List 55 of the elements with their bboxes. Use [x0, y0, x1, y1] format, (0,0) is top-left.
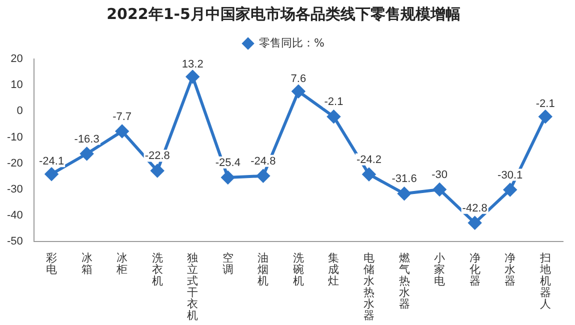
x-tick-label: 空调	[222, 251, 234, 276]
data-label: -24.2	[356, 154, 382, 166]
point	[433, 183, 446, 196]
x-tick-label: 洗碗机	[292, 251, 304, 288]
point	[292, 84, 305, 98]
y-tick-label: -20	[6, 157, 23, 170]
y-tick-label: -40	[6, 210, 23, 222]
x-tick-label: 彩电	[46, 251, 58, 276]
data-label: -24.1	[38, 156, 64, 168]
data-label: 13.2	[182, 58, 204, 70]
y-tick-label: -10	[6, 131, 23, 144]
chart-title: 2022年1-5月中国家电市场各品类线下零售规模增幅	[106, 4, 460, 23]
point	[538, 110, 552, 124]
x-tick-label: 独立式干衣机	[187, 251, 198, 322]
x-tick-label: 燃气热水器	[398, 251, 410, 311]
x-tick-label: 电储水热水器	[363, 251, 374, 322]
point	[80, 147, 94, 160]
data-label: -42.8	[462, 202, 488, 214]
data-label: -24.8	[250, 155, 276, 168]
y-tick-label: -30	[6, 184, 23, 196]
point	[186, 70, 200, 84]
y-tick-label: 10	[10, 79, 23, 92]
y-tick-label: 20	[10, 53, 23, 66]
point	[116, 124, 129, 138]
data-label: -31.6	[392, 173, 417, 186]
data-label: -30	[432, 169, 448, 182]
data-label: -2.1	[536, 98, 555, 110]
point	[327, 110, 340, 124]
data-label: -16.3	[74, 133, 100, 146]
x-tick-label: 集成灶	[328, 251, 340, 288]
data-label: -30.1	[498, 169, 523, 182]
point	[45, 168, 58, 181]
point	[256, 169, 270, 182]
y-tick-label: -50	[6, 236, 23, 248]
point	[362, 168, 376, 181]
x-tick-label: 油烟机	[258, 251, 269, 288]
x-tick-label: 净水器	[504, 251, 516, 288]
x-tick-label: 小家电	[434, 251, 446, 288]
x-tick-label: 扫地机器人	[538, 251, 551, 311]
data-label: 7.6	[290, 72, 306, 85]
x-tick-label: 冰箱	[81, 251, 92, 276]
point	[398, 187, 411, 200]
data-label: -22.8	[144, 150, 170, 162]
x-tick-label: 冰柜	[116, 251, 128, 276]
data-label: -2.1	[324, 96, 344, 108]
data-label: -25.4	[215, 157, 240, 170]
data-label: -7.7	[112, 110, 132, 123]
x-tick-label: 洗衣机	[152, 251, 163, 288]
x-tick-label: 净化器	[469, 251, 480, 288]
legend-label: 零售同比：%	[259, 36, 324, 50]
y-tick-label: 0	[16, 105, 23, 118]
point	[468, 216, 482, 230]
point	[221, 170, 234, 184]
point	[504, 183, 517, 196]
point	[150, 164, 164, 178]
